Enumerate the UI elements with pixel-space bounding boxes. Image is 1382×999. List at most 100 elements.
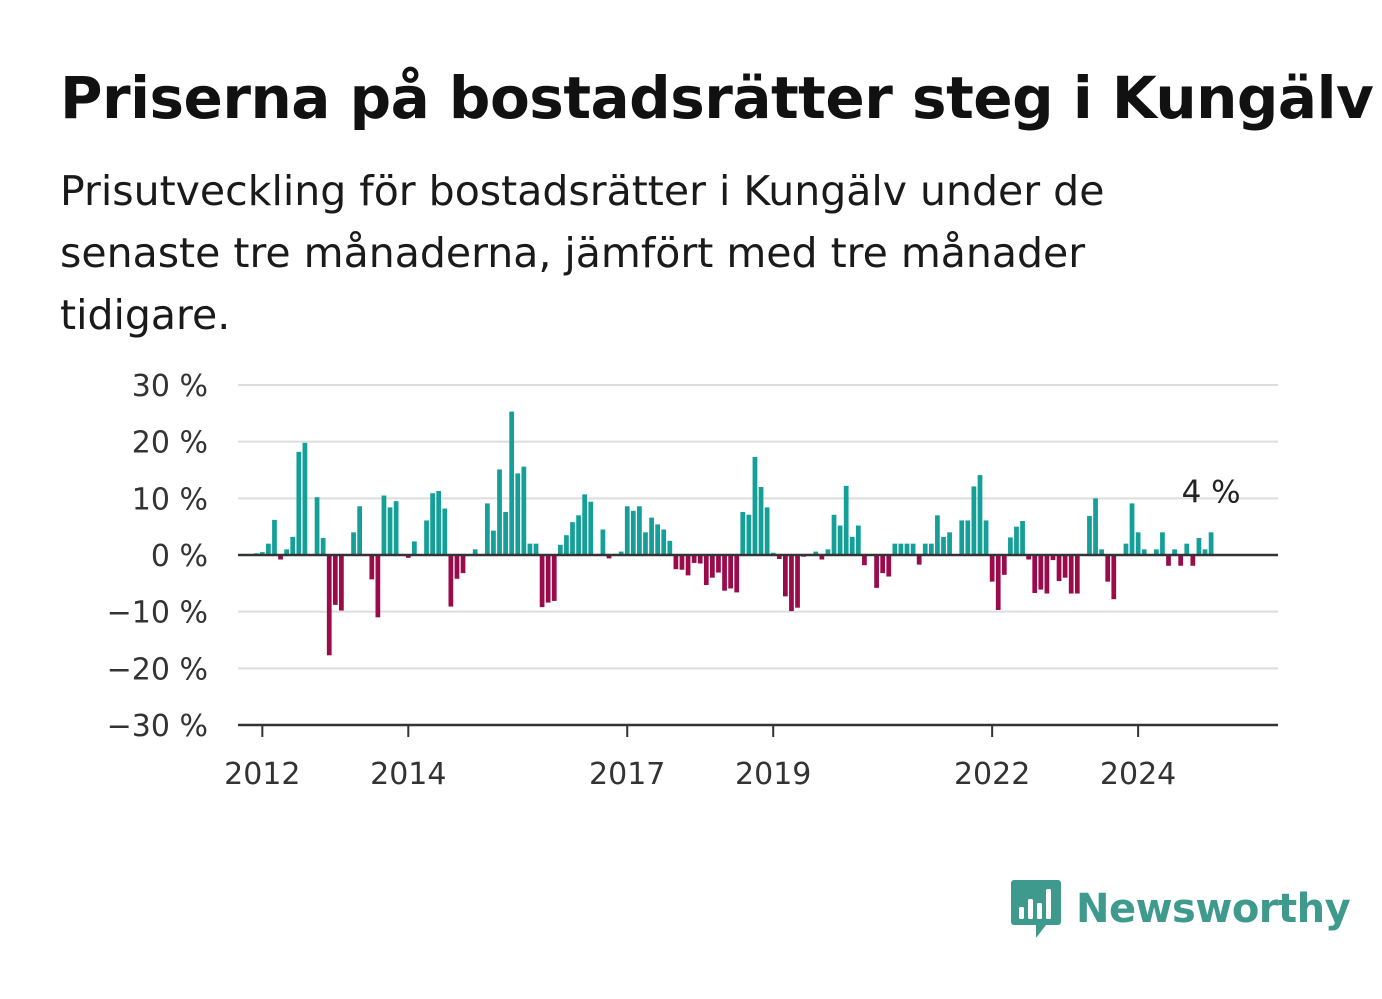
bars [253, 411, 1214, 656]
bar [1062, 555, 1068, 578]
bar [491, 530, 496, 555]
bar [886, 555, 892, 577]
bar [819, 555, 825, 560]
newsworthy-brand[interactable]: Newsworthy [1010, 878, 1351, 940]
bar [302, 442, 308, 555]
bar [825, 549, 831, 555]
bar [1001, 555, 1007, 575]
bar [880, 555, 886, 574]
bar [922, 543, 928, 555]
bar [740, 511, 746, 555]
bar [795, 555, 800, 608]
chart-title: Priserna på bostadsrätter steg i Kungälv [60, 64, 1374, 132]
bar [1014, 526, 1019, 555]
bar [278, 555, 283, 560]
bar [442, 508, 448, 555]
bar [947, 532, 952, 555]
x-tick-label: 2024 [1100, 757, 1176, 792]
bar [898, 543, 904, 555]
bar [521, 466, 527, 555]
bar [941, 536, 946, 555]
bar [1050, 555, 1056, 561]
bar [387, 507, 393, 555]
bar [1178, 555, 1184, 566]
bar [339, 555, 344, 611]
bar [752, 456, 758, 555]
bar [588, 501, 594, 555]
bar [697, 555, 703, 564]
x-axis-ticks: 2012 2014 2017 2019 2022 2024 [224, 725, 1176, 792]
bar [722, 555, 727, 591]
bar [484, 503, 490, 555]
bar [472, 549, 478, 555]
bar [977, 475, 983, 555]
bar [326, 555, 332, 656]
bar [764, 507, 770, 555]
bar [570, 522, 575, 555]
bar [874, 555, 879, 588]
bar [1105, 555, 1111, 582]
bar [381, 495, 387, 555]
bar [728, 555, 733, 589]
y-tick-label: −20 % [107, 652, 208, 687]
y-tick-label: −30 % [107, 709, 208, 744]
bar [1044, 555, 1050, 594]
bar [430, 493, 435, 555]
bar [266, 543, 271, 555]
bar [1129, 503, 1135, 555]
bar [965, 520, 971, 555]
bar [600, 529, 606, 555]
bar [1008, 537, 1013, 555]
bar [989, 555, 995, 582]
bar [1135, 532, 1141, 555]
bar [862, 555, 867, 566]
bar [259, 552, 265, 555]
bar [959, 520, 965, 555]
bar [1123, 543, 1129, 555]
bar [1020, 521, 1025, 555]
bar [393, 501, 399, 555]
bar [789, 555, 794, 612]
bar [1166, 555, 1171, 566]
chart-subtitle: Prisutveckling för bostadsrätter i Kungä… [60, 167, 1105, 339]
last-value-label: 4 % [1182, 474, 1241, 510]
bar [637, 506, 642, 555]
bar [1032, 555, 1038, 593]
bar [655, 524, 661, 555]
bar [983, 520, 989, 555]
bar [667, 540, 673, 555]
bar [1184, 543, 1190, 555]
bar [916, 555, 922, 565]
bar [503, 511, 508, 555]
grid-lines [238, 384, 1278, 670]
bar [454, 555, 460, 579]
bar [1056, 555, 1062, 582]
bar [783, 555, 788, 597]
bar [576, 515, 581, 555]
bar [831, 514, 837, 555]
y-tick-label: 10 % [132, 482, 208, 517]
bar [412, 541, 417, 555]
bar [582, 494, 588, 555]
bar [1141, 549, 1147, 555]
y-tick-label: 20 % [132, 426, 208, 461]
bar [685, 555, 691, 576]
bar [545, 555, 551, 603]
bar [1172, 549, 1177, 555]
bar [904, 543, 910, 555]
bar [557, 544, 563, 555]
bar [320, 538, 326, 555]
bar [564, 535, 569, 555]
bar [849, 536, 855, 555]
bar [515, 473, 521, 555]
x-tick-label: 2022 [954, 757, 1030, 792]
bar [855, 525, 861, 555]
bar [284, 549, 290, 555]
bar [351, 532, 356, 555]
bar [935, 515, 940, 555]
bar [1026, 555, 1032, 560]
axes [238, 553, 1278, 727]
bar [928, 543, 934, 555]
bar [332, 555, 338, 605]
